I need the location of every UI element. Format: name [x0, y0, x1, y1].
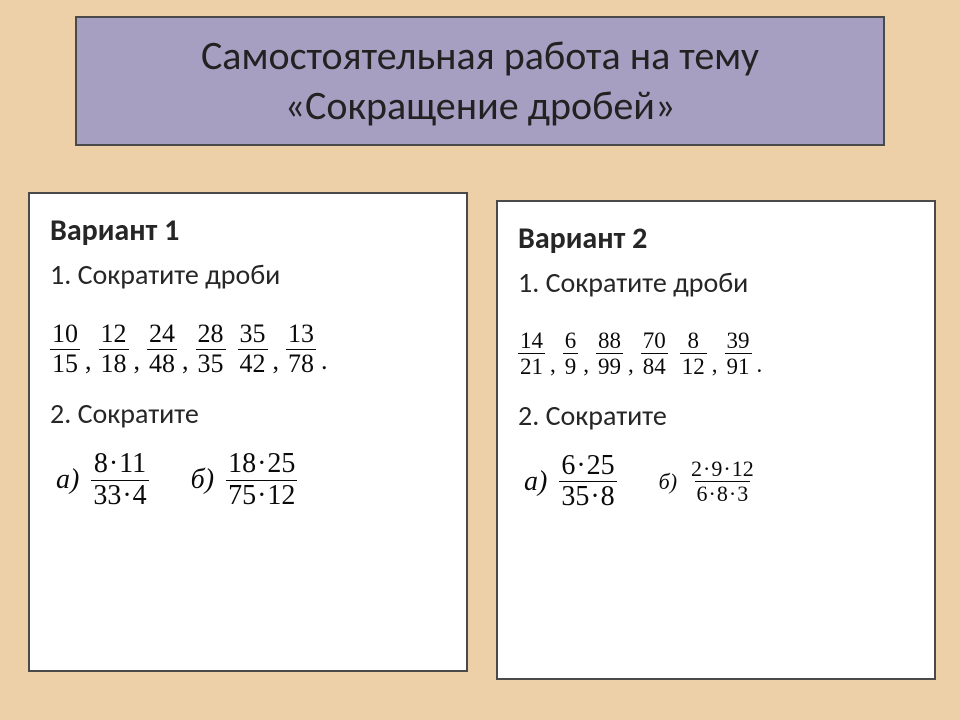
fraction-numerator: 6·25: [559, 451, 616, 482]
fraction: 7084: [641, 328, 668, 380]
variant-1-task2-expressions: а) 8·1133·4 б) 18·2575·12: [50, 449, 446, 512]
variant-2-box: Вариант 2 1. Сократите дроби 1421,69,889…: [496, 200, 936, 680]
separator: ,: [181, 346, 192, 376]
fraction: 69: [563, 328, 579, 380]
variant-1-task1-label: 1. Сократите дроби: [50, 257, 446, 292]
fraction-numerator: 14: [518, 328, 545, 353]
variant-1-title: Вариант 1: [50, 212, 446, 249]
fraction: 1015: [50, 320, 80, 378]
fraction-denominator: 33·4: [91, 480, 148, 512]
separator: ,: [549, 352, 559, 378]
fraction-denominator: 35: [196, 349, 226, 379]
fraction-numerator: 8·11: [92, 449, 148, 480]
separator: ,: [272, 346, 283, 376]
separator: ,: [627, 352, 637, 378]
fraction-numerator: 2·9·12: [689, 457, 756, 481]
fraction-numerator: 6: [563, 328, 579, 353]
fraction-denominator: 6·8·3: [695, 481, 751, 506]
fraction: 1378: [286, 320, 316, 378]
product-fraction: 6·2535·8: [559, 451, 616, 514]
worksheet-title-box: Самостоятельная работа на тему «Сокращен…: [75, 16, 885, 146]
worksheet-title: Самостоятельная работа на тему «Сокращен…: [201, 31, 759, 131]
fraction-numerator: 10: [50, 320, 80, 349]
fraction-denominator: 84: [641, 353, 668, 379]
fraction: 3991: [725, 328, 752, 380]
subtask-label: а): [56, 464, 79, 496]
variant-2-task1-fractions: 1421,69,8899,7084812,3991.: [518, 328, 914, 380]
separator: .: [756, 352, 766, 378]
fraction-denominator: 35·8: [559, 481, 616, 513]
fraction-numerator: 88: [596, 328, 623, 353]
fraction-denominator: 15: [50, 349, 80, 379]
separator: .: [320, 346, 331, 376]
variant-2-title: Вариант 2: [518, 220, 914, 257]
product-fraction-item: а) 6·2535·8: [524, 451, 617, 514]
fraction-numerator: 8: [686, 328, 702, 353]
title-line2: «Сокращение дробей»: [285, 81, 676, 130]
product-fraction-item: б) 18·2575·12: [191, 449, 298, 512]
fraction: 1218: [99, 320, 129, 378]
fraction: 2835: [196, 320, 226, 378]
fraction: 3542: [238, 320, 268, 378]
product-fraction-item: а) 8·1133·4: [56, 449, 149, 512]
variant-2-task1-label: 1. Сократите дроби: [518, 265, 914, 300]
fraction-numerator: 12: [99, 320, 129, 349]
product-fraction: 18·2575·12: [226, 449, 297, 512]
fraction: 812: [680, 328, 707, 380]
fraction-numerator: 70: [641, 328, 668, 353]
variant-1-task2-label: 2. Сократите: [50, 396, 446, 431]
variant-2-task2-expressions: а) 6·2535·8 б) 2·9·126·8·3: [518, 451, 914, 514]
product-fraction: 2·9·126·8·3: [689, 457, 756, 506]
fraction: 8899: [596, 328, 623, 380]
fraction-numerator: 13: [286, 320, 316, 349]
title-line1: Самостоятельная работа на тему: [201, 31, 759, 80]
fraction-numerator: 39: [725, 328, 752, 353]
fraction-numerator: 18·25: [226, 449, 297, 480]
fraction-denominator: 78: [286, 349, 316, 379]
fraction-numerator: 28: [196, 320, 226, 349]
variant-2-task2-label: 2. Сократите: [518, 398, 914, 433]
fraction-denominator: 99: [596, 353, 623, 379]
product-fraction: 8·1133·4: [91, 449, 148, 512]
fraction-denominator: 21: [518, 353, 545, 379]
fraction-denominator: 48: [147, 349, 177, 379]
separator: ,: [133, 346, 144, 376]
fraction-denominator: 91: [725, 353, 752, 379]
fraction-numerator: 35: [238, 320, 268, 349]
subtask-label: а): [524, 466, 547, 498]
separator: ,: [582, 352, 592, 378]
fraction: 2448: [147, 320, 177, 378]
fraction-denominator: 75·12: [226, 480, 297, 512]
fraction: 1421: [518, 328, 545, 380]
product-fraction-item: б) 2·9·126·8·3: [659, 457, 756, 506]
fraction-numerator: 24: [147, 320, 177, 349]
subtask-label: б): [191, 464, 214, 496]
separator: ,: [711, 352, 721, 378]
variant-1-box: Вариант 1 1. Сократите дроби 1015,1218,2…: [28, 192, 468, 672]
fraction-denominator: 12: [680, 353, 707, 379]
subtask-label: б): [659, 469, 677, 495]
fraction-denominator: 18: [99, 349, 129, 379]
separator: ,: [84, 346, 95, 376]
variant-1-task1-fractions: 1015,1218,2448,28353542,1378.: [50, 320, 446, 378]
fraction-denominator: 42: [238, 349, 268, 379]
fraction-denominator: 9: [563, 353, 579, 379]
